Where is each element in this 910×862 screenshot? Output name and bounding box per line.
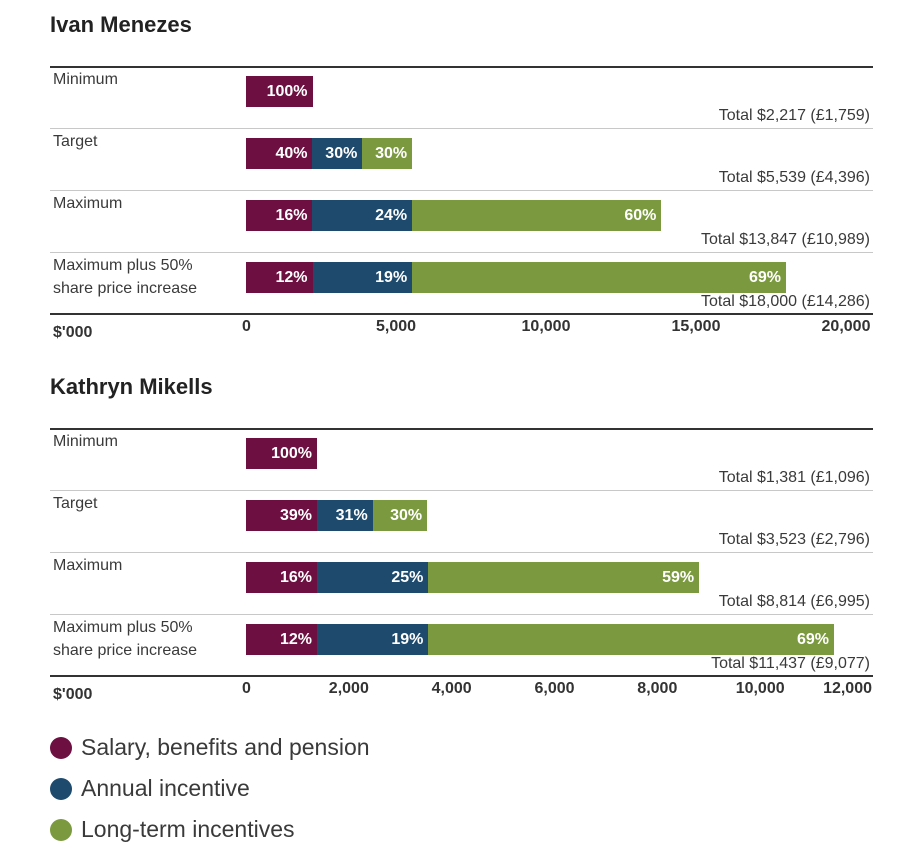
row-divider	[50, 190, 873, 191]
row-label: Maximum plus 50% share price increase	[53, 619, 198, 659]
row-label: Maximum plus 50% share price increase	[53, 257, 198, 297]
bar-segment-salary: 16%	[246, 562, 317, 593]
total-label: Total $1,381 (£1,096)	[718, 469, 870, 486]
row-label: Maximum	[53, 557, 123, 574]
tick-label: 0	[242, 680, 251, 697]
legend-item-lti: Long-term incentives	[50, 809, 370, 850]
row-label: Target	[53, 495, 98, 512]
row-label: Minimum	[53, 71, 118, 88]
total-label: Total $11,437 (£9,077)	[711, 655, 870, 672]
top-rule	[50, 428, 873, 430]
bar-segment-lti: 69%	[412, 262, 786, 293]
tick-label: 15,000	[671, 318, 721, 335]
bar-segment-lti: 69%	[428, 624, 835, 655]
bar-segment-annual: 31%	[317, 500, 373, 531]
total-label: Total $3,523 (£2,796)	[718, 531, 870, 548]
legend-item-salary: Salary, benefits and pension	[50, 727, 370, 768]
bar-segment-lti: 30%	[372, 500, 428, 531]
row-divider	[50, 128, 873, 129]
row-label: Target	[53, 133, 98, 150]
tick-label: 10,000	[521, 318, 571, 335]
salary-swatch-icon	[50, 736, 72, 759]
tick-label: 12,000	[823, 680, 872, 697]
tick-label: 20,000	[821, 318, 871, 335]
total-label: Total $2,217 (£1,759)	[718, 107, 870, 124]
total-label: Total $5,539 (£4,396)	[718, 169, 870, 186]
top-rule	[50, 66, 873, 68]
bar-segment-lti: 59%	[428, 562, 700, 593]
bar-segment-salary: 40%	[246, 138, 313, 169]
tick-label: 0	[242, 318, 251, 335]
axis-line	[50, 675, 873, 677]
legend-label: Annual incentive	[81, 775, 250, 801]
row-divider	[50, 614, 873, 615]
row-divider	[50, 490, 873, 491]
bar-segment-annual: 24%	[312, 200, 413, 231]
bar-segment-salary: 12%	[246, 624, 317, 655]
lti-swatch-icon	[50, 818, 72, 841]
row-divider	[50, 252, 873, 253]
legend-label: Long-term incentives	[81, 816, 295, 842]
total-label: Total $18,000 (£14,286)	[700, 293, 870, 310]
chart-title: Kathryn Mikells	[50, 374, 213, 399]
tick-label: 6,000	[534, 680, 575, 697]
tick-label: 10,000	[735, 680, 785, 697]
tick-label: 4,000	[431, 680, 472, 697]
axis-unit-label: $'000	[53, 686, 93, 703]
axis-line	[50, 313, 873, 315]
bar-segment-lti: 30%	[362, 138, 413, 169]
legend-label: Salary, benefits and pension	[81, 734, 370, 760]
legend-item-annual: Annual incentive	[50, 768, 370, 809]
bar-segment-annual: 19%	[312, 262, 413, 293]
bar-segment-lti: 60%	[412, 200, 662, 231]
row-label: Minimum	[53, 433, 118, 450]
legend: Salary, benefits and pension Annual incen…	[50, 727, 370, 850]
annual-swatch-icon	[50, 777, 72, 800]
bar-segment-annual: 19%	[317, 624, 429, 655]
bar-segment-salary: 100%	[246, 76, 313, 107]
row-label: Maximum	[53, 195, 123, 212]
tick-label: 5,000	[375, 318, 417, 335]
total-label: Total $8,814 (£6,995)	[718, 593, 870, 610]
bar-segment-annual: 30%	[312, 138, 363, 169]
row-divider	[50, 552, 873, 553]
bar-segment-salary: 100%	[246, 438, 317, 469]
bar-segment-salary: 39%	[246, 500, 317, 531]
chart-title: Ivan Menezes	[50, 12, 192, 37]
bar-segment-salary: 12%	[246, 262, 313, 293]
bar-segment-annual: 25%	[317, 562, 429, 593]
tick-label: 2,000	[328, 680, 369, 697]
tick-label: 8,000	[637, 680, 678, 697]
total-label: Total $13,847 (£10,989)	[700, 231, 870, 248]
bar-segment-salary: 16%	[246, 200, 313, 231]
axis-unit-label: $'000	[53, 324, 93, 341]
